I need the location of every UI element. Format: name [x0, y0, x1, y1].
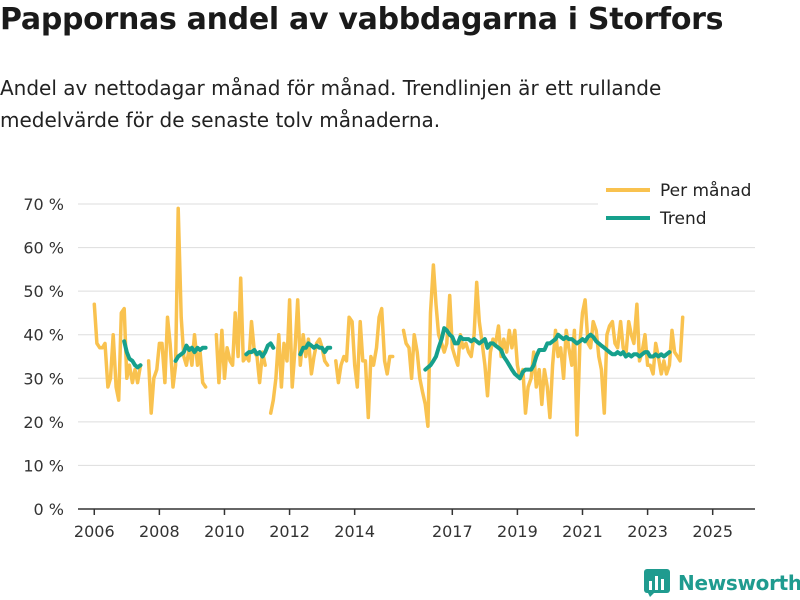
series-line-per-manad-2 — [214, 276, 267, 385]
x-tick-label: 2019 — [497, 522, 538, 541]
y-tick-label: 50 % — [23, 282, 64, 301]
brand-name: Newsworthy — [678, 571, 800, 595]
legend-background — [598, 176, 770, 236]
legend-label-trend: Trend — [659, 209, 707, 229]
series-line-per-manad-3 — [268, 298, 330, 415]
y-tick-label: 10 % — [23, 456, 64, 475]
y-tick-label: 70 % — [23, 195, 64, 214]
x-tick-label: 2008 — [139, 522, 180, 541]
series-line-per-manad-1 — [146, 206, 208, 415]
newsworthy-logo: Newsworthy — [644, 569, 800, 597]
newsworthy-chart-icon — [644, 569, 670, 597]
series-line-trend-4 — [423, 326, 672, 381]
series-line-per-manad-5 — [401, 263, 685, 437]
x-tick-label: 2025 — [692, 522, 733, 541]
y-tick-label: 0 % — [34, 500, 64, 519]
grid-lines — [78, 203, 755, 466]
chart-subtitle: Andel av nettodagar månad för månad. Tre… — [0, 76, 662, 132]
chart-title: Pappornas andel av vabbdagarna i Storfor… — [0, 2, 724, 37]
series-line-per-manad-0 — [92, 302, 143, 402]
series-line-trend-0 — [122, 339, 143, 370]
y-axis-tick-labels: 0 % 10 % 20 % 30 % 40 % 50 % 60 % 70 % — [23, 195, 64, 519]
legend: Per månad Trend — [598, 176, 770, 236]
x-tick-label: 2010 — [204, 522, 245, 541]
x-tick-label: 2017 — [432, 522, 473, 541]
x-tick-label: 2012 — [269, 522, 310, 541]
series-line-trend-3 — [298, 341, 333, 357]
x-tick-label: 2006 — [74, 522, 115, 541]
x-tick-label: 2014 — [334, 522, 375, 541]
x-tick-label: 2023 — [627, 522, 668, 541]
series-lines — [92, 206, 685, 437]
x-tick-label: 2021 — [562, 522, 603, 541]
y-tick-label: 30 % — [23, 369, 64, 388]
series-line-trend-1 — [173, 343, 208, 363]
legend-label-per-manad: Per månad — [660, 180, 751, 201]
series-line-trend-2 — [244, 341, 276, 359]
y-tick-label: 60 % — [23, 239, 64, 258]
series-line-per-manad-4 — [334, 306, 395, 420]
x-axis: 2006 2008 2010 2012 2014 2017 2019 2021 2023 2025 — [74, 508, 755, 541]
y-tick-label: 40 % — [23, 326, 64, 345]
y-tick-label: 20 % — [23, 413, 64, 432]
